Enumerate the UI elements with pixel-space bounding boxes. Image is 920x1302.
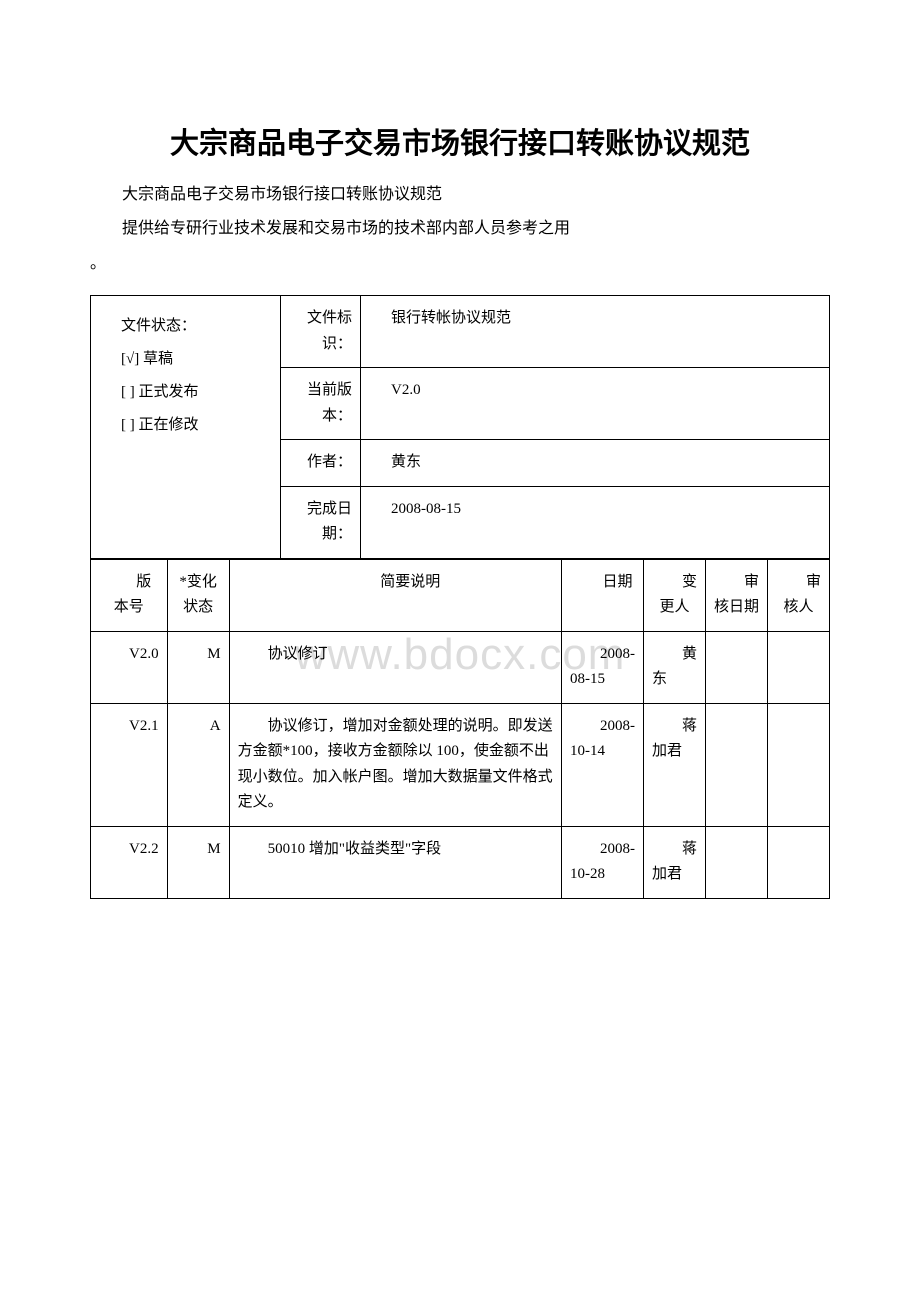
col-reviewer: 审核人 [767, 559, 829, 631]
file-status-draft: [√] 草稿 [121, 343, 268, 376]
cell-review-date [705, 703, 767, 826]
version-value: V2.0 [361, 368, 830, 440]
history-row: V2.0 M 协议修订 2008-08-15 黄东 [91, 631, 830, 703]
cell-state: M [167, 631, 229, 703]
cell-reviewer [767, 703, 829, 826]
cell-date: 2008-08-15 [561, 631, 643, 703]
cell-desc: 协议修订 [229, 631, 561, 703]
file-id-label: 文件标识： [281, 296, 361, 368]
page-title: 大宗商品电子交易市场银行接口转账协议规范 [90, 120, 830, 162]
file-status-published: [ ] 正式发布 [121, 376, 268, 409]
intro-paragraph-2: 提供给专研行业技术发展和交易市场的技术部内部人员参考之用 [90, 214, 830, 244]
cell-reviewer [767, 631, 829, 703]
version-label: 当前版本： [281, 368, 361, 440]
cell-date: 2008-10-14 [561, 703, 643, 826]
history-row: V2.1 A 协议修订，增加对金额处理的说明。即发送方金额*100，接收方金额除… [91, 703, 830, 826]
cell-state: M [167, 826, 229, 898]
cell-state: A [167, 703, 229, 826]
cell-desc: 协议修订，增加对金额处理的说明。即发送方金额*100，接收方金额除以 100，使… [229, 703, 561, 826]
file-meta-table: 文件状态： [√] 草稿 [ ] 正式发布 [ ] 正在修改 文件标识： 银行转… [90, 295, 830, 559]
cell-review-date [705, 826, 767, 898]
intro-paragraph-1: 大宗商品电子交易市场银行接口转账协议规范 [90, 180, 830, 210]
file-status-revising: [ ] 正在修改 [121, 409, 268, 442]
col-date: 日期 [561, 559, 643, 631]
cell-who: 黄东 [643, 631, 705, 703]
cell-who: 蒋加君 [643, 703, 705, 826]
cell-version: V2.1 [91, 703, 168, 826]
cell-version: V2.0 [91, 631, 168, 703]
cell-date: 2008-10-28 [561, 826, 643, 898]
history-row: V2.2 M 50010 增加"收益类型"字段 2008-10-28 蒋加君 [91, 826, 830, 898]
file-status-header: 文件状态： [121, 310, 268, 343]
author-value: 黄东 [361, 440, 830, 487]
file-id-value: 银行转帐协议规范 [361, 296, 830, 368]
cell-version: V2.2 [91, 826, 168, 898]
cell-reviewer [767, 826, 829, 898]
cell-review-date [705, 631, 767, 703]
col-review-date: 审核日期 [705, 559, 767, 631]
col-desc: 简要说明 [229, 559, 561, 631]
cell-who: 蒋加君 [643, 826, 705, 898]
complete-date-value: 2008-08-15 [361, 486, 830, 558]
col-who: 变更人 [643, 559, 705, 631]
file-status-cell: 文件状态： [√] 草稿 [ ] 正式发布 [ ] 正在修改 [91, 296, 281, 559]
cell-desc: 50010 增加"收益类型"字段 [229, 826, 561, 898]
author-label: 作者： [281, 440, 361, 487]
history-header-row: 版本号 *变化状态 简要说明 日期 变更人 审核日期 审核人 [91, 559, 830, 631]
col-version: 版本号 [91, 559, 168, 631]
revision-history-table: 版本号 *变化状态 简要说明 日期 变更人 审核日期 审核人 V2.0 M 协议… [90, 559, 830, 899]
intro-paragraph-3: 。 [90, 249, 830, 279]
complete-date-label: 完成日期： [281, 486, 361, 558]
col-state: *变化状态 [167, 559, 229, 631]
